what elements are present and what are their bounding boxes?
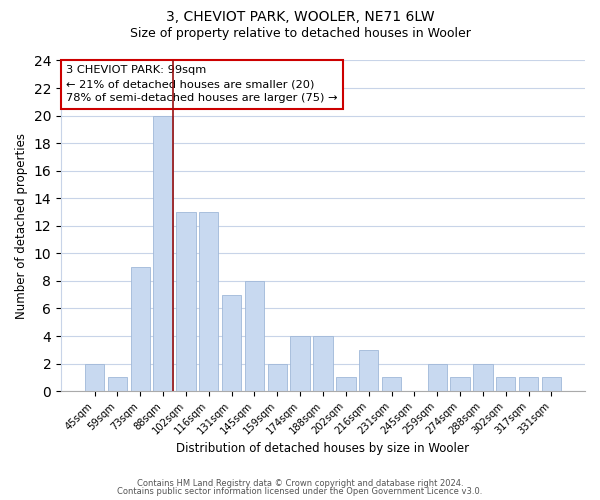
Text: Contains public sector information licensed under the Open Government Licence v3: Contains public sector information licen…: [118, 487, 482, 496]
Bar: [107, 378, 127, 391]
Bar: [428, 364, 447, 391]
Y-axis label: Number of detached properties: Number of detached properties: [15, 133, 28, 319]
Bar: [222, 294, 241, 391]
Bar: [473, 364, 493, 391]
Bar: [268, 364, 287, 391]
Bar: [496, 378, 515, 391]
Text: Size of property relative to detached houses in Wooler: Size of property relative to detached ho…: [130, 28, 470, 40]
Text: 3 CHEVIOT PARK: 99sqm
← 21% of detached houses are smaller (20)
78% of semi-deta: 3 CHEVIOT PARK: 99sqm ← 21% of detached …: [66, 66, 338, 104]
Text: 3, CHEVIOT PARK, WOOLER, NE71 6LW: 3, CHEVIOT PARK, WOOLER, NE71 6LW: [166, 10, 434, 24]
Text: Contains HM Land Registry data © Crown copyright and database right 2024.: Contains HM Land Registry data © Crown c…: [137, 478, 463, 488]
Bar: [154, 116, 173, 391]
Bar: [313, 336, 333, 391]
Bar: [245, 281, 264, 391]
Bar: [519, 378, 538, 391]
Bar: [85, 364, 104, 391]
X-axis label: Distribution of detached houses by size in Wooler: Distribution of detached houses by size …: [176, 442, 470, 455]
Bar: [290, 336, 310, 391]
Bar: [542, 378, 561, 391]
Bar: [176, 212, 196, 391]
Bar: [382, 378, 401, 391]
Bar: [131, 267, 150, 391]
Bar: [451, 378, 470, 391]
Bar: [199, 212, 218, 391]
Bar: [359, 350, 379, 391]
Bar: [336, 378, 356, 391]
